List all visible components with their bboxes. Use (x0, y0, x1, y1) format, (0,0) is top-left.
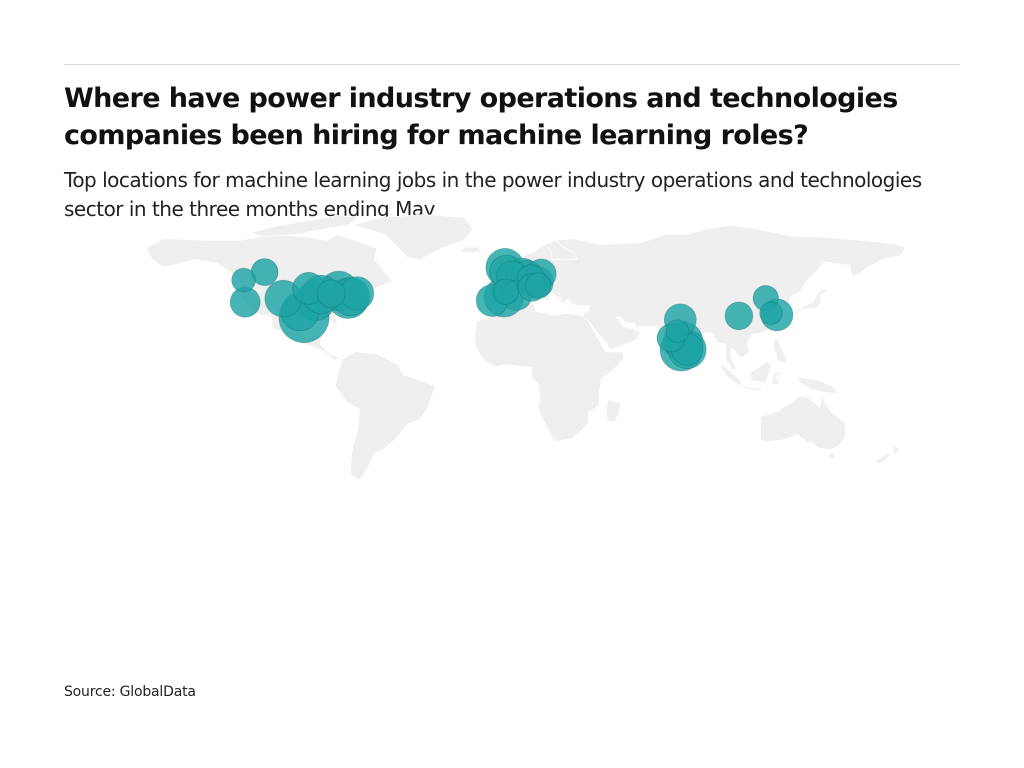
land-japan (795, 287, 829, 316)
location-bubble (759, 301, 783, 325)
land-layer (145, 214, 905, 481)
land-greenland (352, 214, 474, 261)
chart-subtitle: Top locations for machine learning jobs … (64, 168, 922, 221)
land-scandinavia-finland (544, 239, 578, 261)
source-note: Source: GlobalData (64, 684, 196, 700)
land-borneo (749, 360, 772, 383)
land-tasmania (827, 453, 835, 459)
bubble-layer (229, 247, 794, 372)
land-philippines (773, 338, 788, 364)
land-australia (760, 395, 846, 451)
chart-title: Where have power industry operations and… (64, 83, 898, 151)
location-bubble (316, 279, 346, 308)
land-south-america (334, 351, 437, 481)
land-new-guinea (797, 376, 840, 395)
land-new-zealand-north (888, 440, 901, 455)
land-new-zealand-south (874, 452, 892, 465)
land-arctic-islands (249, 214, 360, 238)
top-rule (64, 64, 960, 65)
land-madagascar (605, 399, 622, 424)
land-iceland (459, 246, 482, 254)
land-africa (474, 303, 624, 443)
location-bubble (492, 278, 519, 305)
land-java (742, 385, 764, 392)
location-bubble (665, 319, 690, 343)
land-sulawesi (771, 371, 785, 385)
land-eurasia (489, 224, 905, 372)
location-bubble (724, 301, 754, 331)
location-bubble (231, 267, 256, 293)
location-bubble (525, 272, 552, 299)
